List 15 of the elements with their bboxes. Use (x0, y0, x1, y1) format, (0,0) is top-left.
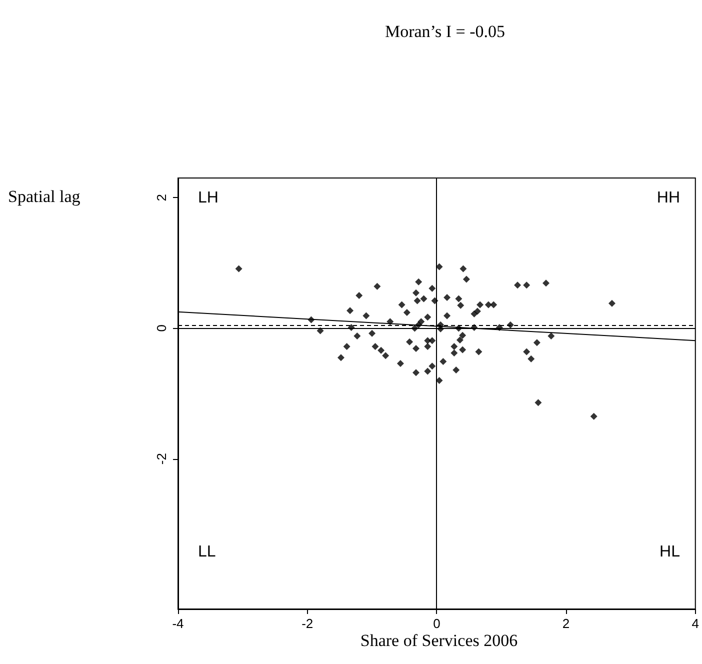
x-tick-label: -2 (302, 616, 314, 631)
chart-title: Moran’s I = -0.05 (384, 22, 506, 41)
y-axis-title: Spatial lag (8, 187, 81, 206)
annotation: HH (656, 190, 680, 206)
x-axis-title: Share of Services 2006 (360, 631, 518, 650)
y-tick-label: -2 (154, 453, 169, 465)
annotation: HL (660, 544, 680, 560)
x-tick-label: 0 (433, 616, 440, 631)
y-tick-label: 2 (154, 194, 169, 202)
annotation: LL (198, 544, 216, 560)
x-tick-label: -4 (172, 616, 184, 631)
x-tick-label: 4 (692, 616, 699, 631)
y-tick-label: 0 (154, 324, 169, 332)
annotation: LH (198, 190, 218, 206)
x-tick-label: 2 (562, 616, 570, 631)
